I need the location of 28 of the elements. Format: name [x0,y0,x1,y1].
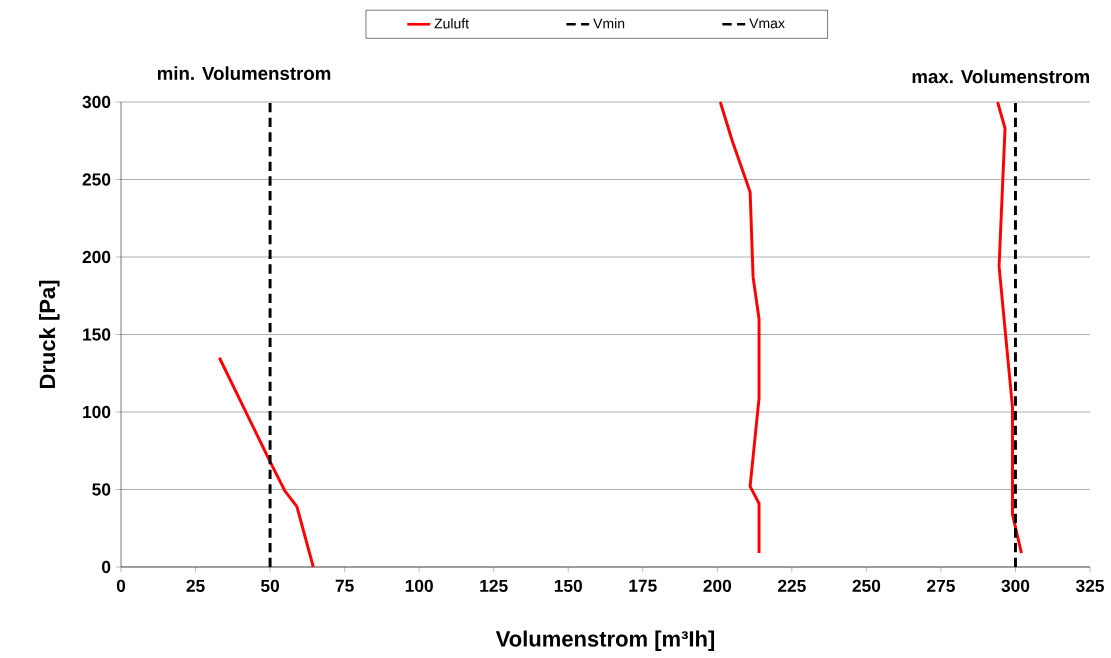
x-tick-label: 275 [927,579,955,592]
x-tick-label: 125 [480,579,508,592]
x-tick-label: 25 [186,579,205,592]
y-tick-label: 250 [82,173,111,186]
text: min. Volumenstrom [157,66,331,81]
legend-label: Zuluft [434,18,469,29]
y-axis-title: Druck [Pa] [39,280,60,389]
x-tick-label: 200 [703,579,732,592]
x-tick-label: 75 [335,579,354,592]
x-axis-title: Volumenstrom [m³Ih] [495,630,715,651]
y-tick-label: 50 [92,483,111,496]
y-tick-label: 200 [82,250,111,264]
x-tick-label: 100 [405,579,433,592]
x-tick-label: 325 [1075,579,1104,593]
x-tick-label: 250 [852,579,881,592]
y-tick-label: 150 [83,328,111,341]
legend-label: Vmin [593,18,625,29]
x-tick-label: 150 [554,579,582,592]
x-tick-label: 225 [778,579,806,592]
x-tick-label: 300 [1001,579,1030,593]
text: max. Volumenstrom [912,69,1090,84]
y-tick-label: 0 [102,560,111,574]
x-tick-label: 175 [629,579,657,592]
x-tick-label: 50 [260,579,279,592]
y-tick-label: 300 [82,95,111,109]
legend-label: Vmax [749,18,785,29]
x-tick-label: 0 [116,579,126,592]
y-tick-label: 100 [83,405,111,419]
